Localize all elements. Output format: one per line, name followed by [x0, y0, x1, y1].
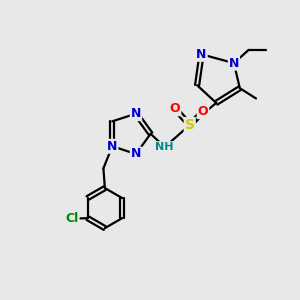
Text: N: N	[196, 48, 207, 61]
Text: N: N	[131, 148, 141, 160]
Text: O: O	[170, 102, 180, 115]
Text: O: O	[198, 105, 208, 118]
Text: Cl: Cl	[65, 212, 79, 225]
Text: S: S	[185, 118, 195, 132]
Text: N: N	[131, 107, 141, 120]
Text: NH: NH	[155, 142, 174, 152]
Text: N: N	[107, 140, 117, 153]
Text: N: N	[229, 57, 239, 70]
